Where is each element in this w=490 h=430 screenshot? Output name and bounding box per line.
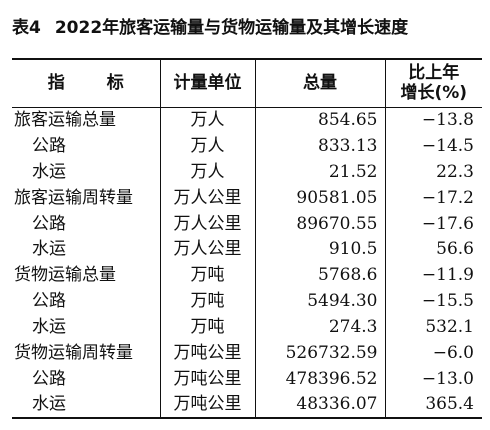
table-row: 货物运输周转量 万吨公里 526732.59 −6.0 <box>12 340 482 366</box>
row-total: 5768.6 <box>254 262 385 289</box>
row-total: 854.65 <box>254 107 385 133</box>
header-change-line1: 比上年 <box>408 63 460 84</box>
row-unit: 万吨公里 <box>159 365 255 392</box>
header-unit: 计量单位 <box>159 58 255 108</box>
transport-table: 指 标 计量单位 总量 比上年 增长(%) 旅客运输总量 万人 854.65 −… <box>12 58 482 419</box>
row-change: −17.2 <box>384 184 482 211</box>
row-change: 365.4 <box>384 391 482 419</box>
row-unit: 万人 <box>159 158 255 185</box>
row-unit: 万人公里 <box>159 184 255 211</box>
table-row: 水运 万吨 274.3 532.1 <box>12 314 482 341</box>
table-row: 旅客运输总量 万人 854.65 −13.8 <box>12 107 482 133</box>
row-indicator-name: 货物运输总量 <box>14 265 116 286</box>
row-total: 478396.52 <box>254 365 385 392</box>
row-change: 56.6 <box>384 236 482 263</box>
row-total: 274.3 <box>254 314 385 341</box>
row-total: 48336.07 <box>254 391 385 419</box>
table-row: 旅客运输周转量 万人公里 90581.05 −17.2 <box>12 184 482 211</box>
row-unit: 万吨公里 <box>159 391 255 419</box>
table-body: 旅客运输总量 万人 854.65 −13.8 公路 万人 833.13 −14.… <box>12 107 482 419</box>
table-header-row: 指 标 计量单位 总量 比上年 增长(%) <box>12 58 482 108</box>
header-total: 总量 <box>254 58 385 108</box>
table-row: 公路 万人 833.13 −14.5 <box>12 132 482 159</box>
row-indicator-name: 旅客运输周转量 <box>14 187 133 208</box>
row-unit: 万人 <box>159 107 255 133</box>
table-row: 公路 万吨 5494.30 −15.5 <box>12 288 482 315</box>
row-indicator-name: 公路 <box>32 213 66 234</box>
table-caption: 表4 2022年旅客运输量与货物运输量及其增长速度 <box>12 14 408 42</box>
row-total: 910.5 <box>254 236 385 263</box>
table-title: 2022年旅客运输量与货物运输量及其增长速度 <box>54 18 409 38</box>
table-row: 公路 万人公里 89670.55 −17.6 <box>12 210 482 237</box>
row-total: 5494.30 <box>254 288 385 315</box>
header-change-line2: 增长(%) <box>400 83 468 104</box>
row-indicator-name: 公路 <box>32 368 66 389</box>
row-change: −17.6 <box>384 210 482 237</box>
row-unit: 万吨 <box>159 262 255 289</box>
row-indicator-name: 公路 <box>32 291 66 312</box>
row-indicator-name: 公路 <box>32 135 66 156</box>
row-change: 532.1 <box>384 314 482 341</box>
header-change: 比上年 增长(%) <box>384 58 482 108</box>
row-unit: 万人公里 <box>159 210 255 237</box>
table-row: 水运 万人 21.52 22.3 <box>12 158 482 185</box>
row-unit: 万人公里 <box>159 236 255 263</box>
row-change: 22.3 <box>384 158 482 185</box>
row-indicator-name: 水运 <box>32 161 66 182</box>
row-change: −11.9 <box>384 262 482 289</box>
table-row: 货物运输总量 万吨 5768.6 −11.9 <box>12 262 482 289</box>
row-total: 89670.55 <box>254 210 385 237</box>
row-change: −13.0 <box>384 365 482 392</box>
row-indicator-name: 货物运输周转量 <box>14 342 133 363</box>
row-indicator-name: 水运 <box>32 317 66 338</box>
row-indicator-name: 水运 <box>12 391 160 419</box>
row-total: 21.52 <box>254 158 385 185</box>
row-total: 526732.59 <box>254 340 385 366</box>
table-row: 水运 万人公里 910.5 56.6 <box>12 236 482 263</box>
row-total: 90581.05 <box>254 184 385 211</box>
row-unit: 万人 <box>159 132 255 159</box>
row-change: −15.5 <box>384 288 482 315</box>
table-number: 表4 <box>12 18 41 38</box>
row-change: −13.8 <box>384 107 482 133</box>
row-indicator-name: 水运 <box>32 239 66 260</box>
row-unit: 万吨公里 <box>159 340 255 366</box>
row-indicator-name: 旅客运输总量 <box>14 110 116 131</box>
table-row: 公路 万吨公里 478396.52 −13.0 <box>12 365 482 392</box>
row-total: 833.13 <box>254 132 385 159</box>
table-row: 水运 万吨公里 48336.07 365.4 <box>12 391 482 419</box>
header-indicator: 指 标 <box>12 58 160 108</box>
row-change: −14.5 <box>384 132 482 159</box>
row-unit: 万吨 <box>159 288 255 315</box>
row-unit: 万吨 <box>159 314 255 341</box>
row-change: −6.0 <box>384 340 482 366</box>
